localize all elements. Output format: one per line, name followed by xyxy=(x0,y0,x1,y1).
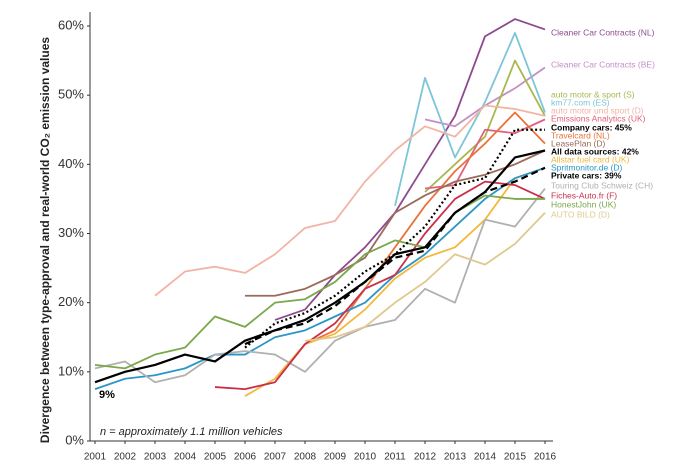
legend-label: Spritmonitor.de (D) xyxy=(551,162,622,172)
series-line xyxy=(304,212,546,342)
series-line xyxy=(274,18,546,321)
series-line xyxy=(94,166,546,390)
legend-label: Private cars: 39% xyxy=(551,170,622,180)
x-tick-label: 2003 xyxy=(144,452,167,463)
legend-label: LeasePlan (D) xyxy=(551,138,606,148)
series-line xyxy=(154,104,546,297)
legend-label: Emissions Analytics (UK) xyxy=(551,113,646,123)
x-tick-label: 2009 xyxy=(324,452,347,463)
x-tick-label: 2008 xyxy=(294,452,317,463)
series-line xyxy=(424,59,546,193)
series-line xyxy=(244,166,546,346)
legend-label: Allstar fuel card (UK) xyxy=(551,154,630,164)
y-tick-label: 50% xyxy=(58,87,84,102)
y-tick-label: 40% xyxy=(58,156,84,171)
x-tick-label: 2005 xyxy=(204,452,227,463)
x-tick-label: 2011 xyxy=(384,452,406,463)
y-axis-label: Divergence between type-approval and rea… xyxy=(38,37,52,443)
legend-label: AUTO BILD (D) xyxy=(551,209,610,219)
x-tick-label: 2007 xyxy=(264,452,287,463)
legend-label: auto motor und sport (D) xyxy=(551,105,644,115)
legend-label: Travelcard (NL) xyxy=(551,130,610,140)
legend-label: HonestJohn (UK) xyxy=(551,199,616,209)
x-tick-label: 2010 xyxy=(354,452,377,463)
legend-label: Cleaner Car Contracts (NL) xyxy=(551,27,655,37)
y-tick-label: 60% xyxy=(58,17,84,32)
x-tick-label: 2016 xyxy=(534,452,557,463)
x-tick-label: 2004 xyxy=(174,452,197,463)
series-line xyxy=(424,66,546,128)
y-tick-label: 10% xyxy=(58,363,84,378)
legend-label: auto motor & sport (S) xyxy=(551,89,635,99)
x-tick-label: 2015 xyxy=(504,452,527,463)
x-tick-label: 2002 xyxy=(114,452,137,463)
y-tick-label: 0% xyxy=(65,432,84,447)
legend-label: Cleaner Car Contracts (BE) xyxy=(551,59,655,69)
x-tick-label: 2013 xyxy=(444,452,467,463)
y-tick-label: 30% xyxy=(58,225,84,240)
series-line xyxy=(94,149,546,384)
x-tick-label: 2012 xyxy=(414,452,437,463)
legend-label: km77.com (ES) xyxy=(551,97,610,107)
series-line xyxy=(94,187,546,384)
series-line xyxy=(94,194,545,370)
annotation: n = approximately 1.1 million vehicles xyxy=(100,426,283,438)
y-tick-label: 20% xyxy=(58,294,84,309)
series-line xyxy=(394,32,546,207)
legend-label: Touring Club Schweiz (CH) xyxy=(551,180,653,190)
legend-label: All data sources: 42% xyxy=(551,146,639,156)
series-line xyxy=(214,180,546,391)
series-line xyxy=(245,149,546,297)
legend-label: Company cars: 45% xyxy=(551,122,632,132)
series-line xyxy=(274,111,546,380)
x-tick-label: 2014 xyxy=(474,452,497,463)
annotation: 9% xyxy=(99,389,115,401)
series-line xyxy=(244,128,545,349)
x-tick-label: 2001 xyxy=(84,452,107,463)
legend-label: Fiches-Auto.fr (F) xyxy=(551,190,617,200)
x-tick-label: 2006 xyxy=(234,452,257,463)
